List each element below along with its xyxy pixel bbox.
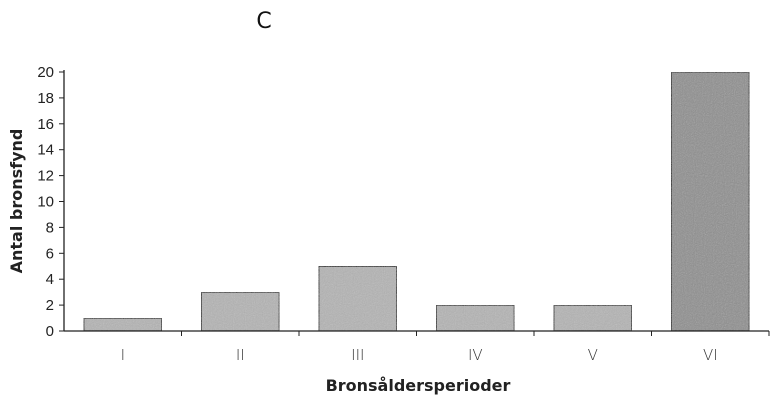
y-axis-title: Antal bronsfynd bbox=[7, 129, 26, 274]
y-tick-label: 8 bbox=[46, 219, 54, 236]
bar-III bbox=[318, 265, 398, 332]
y-ticks-group: 0 2 4 6 8 10 12 14 16 18 20 bbox=[37, 64, 64, 340]
y-tick-label: 18 bbox=[37, 90, 54, 107]
x-tick-label: III bbox=[351, 346, 364, 364]
y-tick-label: 16 bbox=[37, 116, 54, 133]
y-tick-label: 12 bbox=[37, 168, 54, 185]
x-tick-label: V bbox=[588, 346, 598, 364]
y-tick-label: 20 bbox=[37, 64, 54, 81]
y-tick-label: 14 bbox=[37, 142, 54, 159]
x-ticks-group: I II III IV V VI bbox=[121, 331, 770, 364]
x-tick-label: VI bbox=[703, 346, 718, 364]
bar-V bbox=[553, 304, 633, 332]
bar-I bbox=[83, 317, 163, 332]
x-tick-label: II bbox=[236, 346, 245, 364]
x-tick-label: I bbox=[121, 346, 125, 364]
chart-title: C bbox=[256, 9, 271, 34]
y-tick-label: 2 bbox=[46, 297, 54, 314]
x-tick-label: IV bbox=[468, 346, 483, 364]
y-tick-label: 0 bbox=[46, 323, 54, 340]
bar-VI bbox=[670, 71, 750, 332]
y-tick-label: 6 bbox=[46, 245, 54, 262]
bars-group bbox=[83, 71, 750, 332]
bar-II bbox=[200, 291, 280, 332]
y-tick-label: 4 bbox=[46, 271, 54, 288]
bar-IV bbox=[435, 304, 515, 332]
y-tick-label: 10 bbox=[37, 194, 54, 211]
x-axis-title: Bronsåldersperioder bbox=[326, 376, 511, 395]
